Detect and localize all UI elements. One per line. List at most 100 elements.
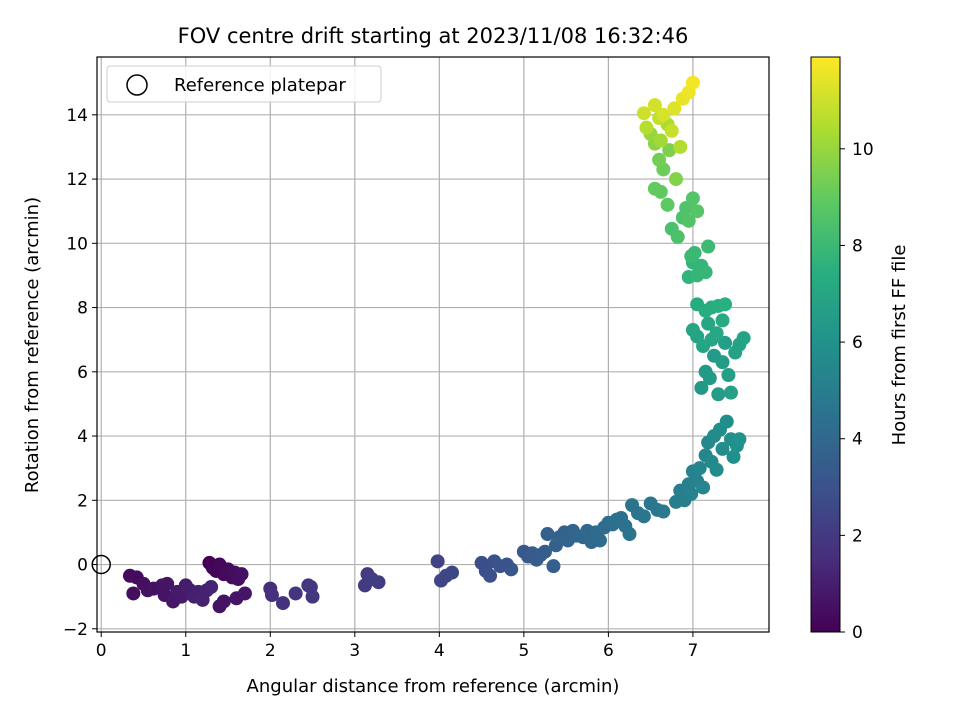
data-point [718, 297, 733, 312]
y-axis-label: Rotation from reference (arcmin) [22, 197, 43, 493]
colorbar: 0 2 4 6 8 10 Hours from first FF file [810, 56, 910, 643]
data-point [647, 98, 662, 113]
data-point [546, 559, 561, 574]
legend: Reference platepar [106, 65, 382, 103]
y-tick-label: 0 [77, 556, 88, 576]
data-point [504, 562, 519, 577]
data-point [264, 588, 279, 603]
data-point [681, 213, 696, 228]
data-point [667, 101, 682, 116]
x-tick-label: 4 [434, 641, 445, 661]
data-point [701, 316, 716, 331]
data-point [698, 265, 713, 280]
chart-title: FOV centre drift starting at 2023/11/08 … [178, 24, 689, 48]
data-point [696, 480, 711, 495]
data-point [684, 249, 699, 264]
data-point [234, 567, 249, 582]
x-tick-label: 0 [96, 641, 107, 661]
colorbar-tick-label: 0 [852, 623, 863, 643]
colorbar-tick-label: 6 [852, 333, 863, 353]
legend-label: Reference platepar [174, 75, 346, 96]
x-tick-label: 7 [688, 641, 699, 661]
y-tick-label: 2 [77, 491, 88, 511]
grid [97, 57, 769, 632]
x-tick-label: 3 [349, 641, 360, 661]
data-point [430, 554, 445, 569]
y-tick-label: 14 [66, 106, 88, 126]
data-point [288, 586, 303, 601]
data-point [445, 565, 460, 580]
data-point [592, 533, 607, 548]
data-point [715, 355, 730, 370]
x-tick-label: 2 [265, 641, 276, 661]
data-point [736, 331, 751, 346]
data-point [701, 239, 716, 254]
data-point [636, 106, 651, 121]
data-point [723, 385, 738, 400]
colorbar-tick-label: 4 [852, 430, 863, 450]
data-point [647, 181, 662, 196]
data-point [673, 139, 688, 154]
data-point [685, 75, 700, 90]
data-point [540, 527, 555, 542]
data-point [726, 449, 741, 464]
data-point [656, 504, 671, 519]
data-point [275, 596, 290, 611]
data-point [715, 313, 730, 328]
y-tick-label: 12 [66, 170, 88, 190]
y-tick-label: 6 [77, 363, 88, 383]
data-point [371, 575, 386, 590]
data-point [685, 191, 700, 206]
colorbar-gradient [810, 56, 841, 633]
data-point [709, 462, 724, 477]
data-point [237, 586, 252, 601]
data-point [721, 368, 736, 383]
y-tick-label: −2 [63, 620, 88, 640]
data-point [719, 414, 734, 429]
scatter-points [91, 75, 751, 614]
data-point [204, 580, 219, 595]
data-point [711, 387, 726, 402]
data-point [669, 172, 684, 187]
plot-frame [96, 56, 770, 633]
data-point [732, 432, 747, 447]
data-point [483, 568, 498, 583]
colorbar-ticks: 0 2 4 6 8 10 [840, 140, 874, 643]
data-point [664, 123, 679, 138]
y-tick-label: 10 [66, 234, 88, 254]
data-point [216, 594, 231, 609]
legend-reference-marker [126, 74, 148, 96]
y-tick-label: 8 [77, 299, 88, 319]
data-point [622, 527, 637, 542]
data-point [160, 576, 175, 591]
data-point [692, 461, 707, 476]
x-tick-label: 5 [518, 641, 529, 661]
x-tick-label: 6 [603, 641, 614, 661]
data-point [718, 335, 733, 350]
colorbar-tick-label: 10 [852, 140, 874, 160]
data-point [702, 371, 717, 386]
data-point [684, 486, 699, 501]
data-point [660, 197, 675, 212]
data-point [652, 152, 667, 167]
legend-box [106, 65, 382, 103]
data-point [690, 204, 705, 219]
colorbar-label: Hours from first FF file [889, 245, 910, 446]
data-point [653, 133, 668, 148]
data-point [538, 544, 552, 559]
data-point [670, 229, 685, 244]
data-point [662, 143, 677, 158]
data-point [715, 441, 730, 456]
data-point [305, 589, 320, 604]
colorbar-tick-label: 2 [852, 526, 863, 546]
x-axis-label: Angular distance from reference (arcmin) [247, 676, 620, 697]
data-point [709, 326, 724, 341]
data-point [685, 323, 700, 338]
data-point [656, 107, 671, 122]
data-point [636, 509, 651, 524]
x-tick-label: 1 [180, 641, 191, 661]
data-point [126, 586, 141, 601]
data-point [639, 120, 654, 135]
